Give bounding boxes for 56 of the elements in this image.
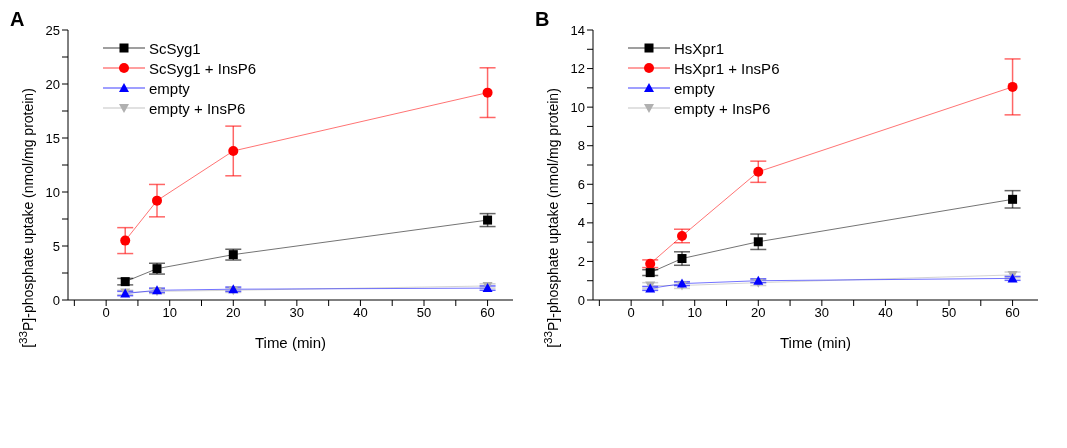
point — [120, 277, 130, 287]
y-tick-label: 12 — [570, 61, 585, 77]
point — [1008, 194, 1018, 204]
point — [482, 87, 493, 98]
y-tick-label: 10 — [570, 99, 585, 115]
legend-label: HsXpr1 + InsP6 — [674, 59, 780, 77]
legend-label: ScSyg1 — [149, 39, 201, 57]
point — [753, 166, 764, 177]
y-tick-label: 6 — [577, 176, 585, 192]
y-tick-label: 15 — [45, 130, 60, 146]
x-tick-label: 40 — [878, 305, 893, 321]
legend-label: empty — [674, 79, 715, 97]
y-tick-label: 8 — [577, 138, 585, 154]
chart-title: A — [10, 8, 25, 31]
point — [645, 268, 655, 278]
y-tick-label: 4 — [577, 215, 585, 231]
x-tick-label: 10 — [687, 305, 702, 321]
x-tick-label: 30 — [814, 305, 830, 321]
y-tick-label: 14 — [570, 22, 585, 38]
x-tick-label: 50 — [941, 305, 957, 321]
y-tick-label: 2 — [577, 254, 585, 270]
legend-label: empty + InsP6 — [674, 99, 771, 117]
point — [228, 250, 238, 260]
y-tick-label: 0 — [577, 292, 585, 308]
point — [645, 258, 656, 269]
y-tick-label: 10 — [45, 184, 60, 200]
point — [677, 230, 687, 241]
x-tick-label: 30 — [289, 305, 305, 321]
x-tick-label: 40 — [353, 305, 368, 321]
chart-title: B — [535, 8, 550, 31]
point — [120, 235, 131, 246]
x-axis-title: Time (min) — [779, 334, 852, 351]
point — [677, 254, 687, 264]
point — [228, 145, 239, 156]
x-tick-label: 50 — [416, 305, 432, 321]
x-tick-label: 20 — [226, 305, 241, 321]
point — [152, 195, 162, 206]
point — [483, 215, 493, 225]
x-tick-label: 20 — [751, 305, 766, 321]
y-tick-label: 20 — [45, 76, 60, 92]
legend-label: HsXpr1 — [674, 39, 725, 57]
legend-label: ScSyg1 + InsP6 — [149, 59, 257, 77]
y-tick-label: 25 — [45, 22, 60, 38]
x-tick-label: 10 — [162, 305, 177, 321]
legend-label: empty — [149, 79, 190, 97]
y-tick-label: 0 — [52, 292, 60, 308]
point — [753, 237, 763, 247]
point — [152, 264, 162, 274]
point — [1007, 81, 1018, 92]
legend-label: empty + InsP6 — [149, 99, 246, 117]
y-tick-label: 5 — [52, 238, 60, 254]
x-tick-label: 0 — [102, 305, 110, 321]
x-axis-title: Time (min) — [254, 334, 327, 351]
x-tick-label: 60 — [480, 305, 495, 321]
x-tick-label: 60 — [1005, 305, 1020, 321]
x-tick-label: 0 — [627, 305, 635, 321]
